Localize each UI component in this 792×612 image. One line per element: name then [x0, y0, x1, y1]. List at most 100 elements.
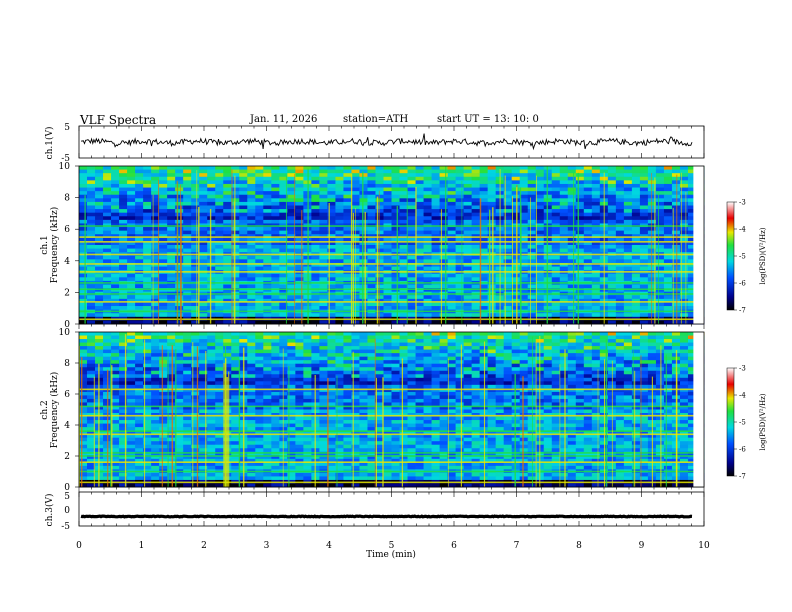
spectrogram-cell: [631, 255, 641, 260]
spectrogram-cell: [455, 187, 465, 192]
spectrogram-cell: [399, 388, 408, 393]
spectrogram-cell: [607, 201, 617, 206]
spectrogram-cell: [231, 205, 240, 210]
spectrogram-cell: [247, 381, 256, 386]
spectrogram-cell: [231, 180, 240, 185]
spectrogram-cell: [119, 298, 128, 303]
spectrogram-cell: [551, 346, 561, 351]
spectrogram-cell: [191, 194, 200, 199]
spectrogram-cell: [351, 191, 360, 196]
spectrogram-cell: [191, 342, 200, 347]
spectrogram-cell: [391, 353, 400, 358]
spectrogram-cell: [631, 176, 641, 181]
spectrogram-cell: [463, 302, 473, 307]
spectrogram-cell: [271, 194, 280, 199]
spectrogram-cell: [511, 339, 521, 343]
spectrogram-cell: [455, 176, 465, 181]
spectrogram-cell: [359, 259, 368, 264]
spectrogram-cell: [239, 259, 248, 264]
spectrogram-cell: [295, 241, 304, 246]
spectrogram-cell: [399, 356, 408, 361]
spectrogram-cell: [319, 298, 328, 303]
spectrogram-cell: [391, 259, 400, 264]
spectrogram-cell: [655, 201, 665, 206]
spectrogram-cell: [287, 176, 296, 181]
spectrogram-cell: [383, 273, 392, 278]
spectrogram-cell: [295, 353, 304, 358]
spectrogram-cell: [615, 370, 625, 375]
spectrogram-cell: [239, 194, 248, 199]
spectrogram-cell: [423, 349, 432, 354]
spectrogram-cell: [639, 360, 649, 365]
spectrogram-cell: [119, 266, 128, 271]
spectrogram-cell: [471, 384, 481, 389]
spectrogram-cell: [447, 339, 456, 343]
spectrogram-cell: [591, 169, 601, 174]
spectrogram-cell: [399, 212, 408, 217]
spectrogram-cell: [175, 374, 184, 379]
spectrogram-cell: [343, 216, 352, 221]
spectrogram-cell: [375, 201, 384, 206]
spectrogram-cell: [343, 349, 352, 354]
spectrogram-cell: [295, 381, 304, 386]
spectrogram-cell: [279, 237, 288, 242]
spectrogram-cell: [143, 245, 152, 249]
spectrogram-cell: [215, 363, 224, 368]
spectrogram-cell: [487, 346, 497, 351]
spectrogram-cell: [183, 166, 192, 170]
spectrogram-cell: [319, 191, 328, 196]
spectrogram-cell: [375, 259, 384, 264]
spectrogram-cell: [439, 237, 448, 242]
spectrogram-cell: [399, 313, 408, 318]
spectrogram-cell: [207, 169, 216, 174]
spectrogram-cell: [439, 166, 448, 170]
spectrogram-cell: [415, 212, 424, 217]
spectrogram-cell: [631, 230, 641, 235]
spectrogram-cell: [143, 374, 152, 379]
spectrogram-cell: [127, 360, 136, 365]
spectrogram-cell: [567, 176, 577, 181]
spectrogram-cell: [623, 191, 633, 196]
spectrogram-cell: [535, 298, 545, 303]
spectrogram-cell: [495, 384, 505, 389]
spectrogram-cell: [95, 201, 104, 206]
spectrogram-cell: [407, 169, 416, 174]
spectrogram-cell: [631, 306, 641, 311]
spectrogram-cell: [167, 241, 176, 246]
spectrogram-cell: [519, 335, 529, 340]
spectrogram-cell: [591, 273, 601, 278]
spectrogram-cell: [567, 237, 577, 242]
spectrogram-cell: [471, 183, 481, 188]
spectrogram-cell: [455, 374, 465, 379]
spectrogram-cell: [95, 205, 104, 210]
spectrogram-cell: [679, 346, 689, 351]
spectrogram-cell: [183, 273, 192, 278]
spectrogram-cell: [191, 353, 200, 358]
spectrogram-cell: [255, 295, 264, 300]
spectrogram-cell: [367, 212, 376, 217]
spectrogram-cell: [471, 262, 481, 267]
spectrogram-cell: [335, 320, 344, 325]
spectrogram-cell: [255, 302, 264, 307]
spectrogram-cell: [615, 320, 625, 325]
spectrogram-cell: [231, 212, 240, 217]
spectrogram-cell: [407, 356, 416, 361]
spectrogram-cell: [583, 241, 593, 246]
spectrogram-cell: [431, 169, 440, 174]
spectrogram-cell: [583, 273, 593, 278]
spectrogram-cell: [503, 313, 513, 318]
spectrogram-cell: [87, 313, 96, 318]
spectrogram-cell: [159, 191, 168, 196]
spectrogram-cell: [87, 183, 96, 188]
spectrogram-cell: [463, 273, 473, 278]
spectrogram-cell: [391, 349, 400, 354]
spectrogram-cell: [383, 191, 392, 196]
spectrogram-cell: [639, 284, 649, 289]
spectrogram-cell: [479, 237, 489, 242]
spectrogram-cell: [687, 234, 697, 239]
spectrogram-cell: [479, 187, 489, 192]
spectrogram-band: [79, 241, 704, 243]
spectrogram-cell: [143, 191, 152, 196]
spectrogram-cell: [327, 381, 336, 386]
spectrogram-cell: [319, 353, 328, 358]
